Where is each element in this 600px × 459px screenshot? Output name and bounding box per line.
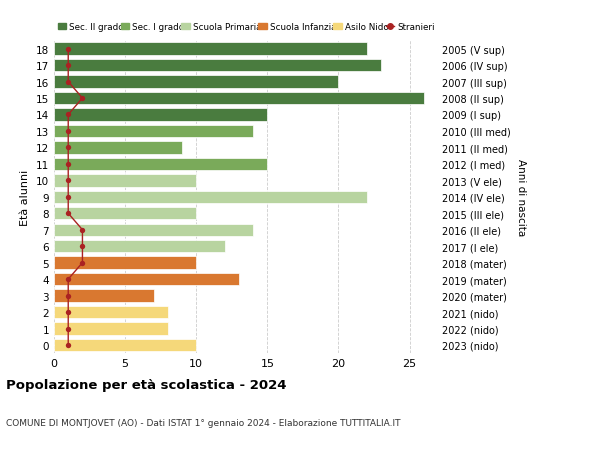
- Bar: [54, 76, 338, 89]
- Bar: [54, 191, 367, 203]
- Y-axis label: Anni di nascita: Anni di nascita: [517, 159, 526, 236]
- Y-axis label: Età alunni: Età alunni: [20, 169, 31, 225]
- Point: [77, 95, 87, 102]
- Bar: [54, 257, 196, 269]
- Point: [64, 128, 73, 135]
- Bar: [54, 93, 424, 105]
- Point: [64, 161, 73, 168]
- Point: [64, 292, 73, 300]
- Point: [77, 227, 87, 234]
- Bar: [54, 207, 196, 220]
- Bar: [54, 43, 367, 56]
- Bar: [54, 60, 381, 72]
- Bar: [54, 125, 253, 138]
- Point: [64, 341, 73, 349]
- Text: COMUNE DI MONTJOVET (AO) - Dati ISTAT 1° gennaio 2024 - Elaborazione TUTTITALIA.: COMUNE DI MONTJOVET (AO) - Dati ISTAT 1°…: [6, 418, 401, 427]
- Text: Popolazione per età scolastica - 2024: Popolazione per età scolastica - 2024: [6, 379, 287, 392]
- Bar: [54, 339, 196, 352]
- Bar: [54, 109, 268, 121]
- Point: [64, 112, 73, 119]
- Point: [64, 46, 73, 53]
- Point: [64, 194, 73, 201]
- Point: [64, 309, 73, 316]
- Point: [64, 177, 73, 185]
- Bar: [54, 290, 154, 302]
- Legend: Sec. II grado, Sec. I grado, Scuola Primaria, Scuola Infanzia, Asilo Nido, Stran: Sec. II grado, Sec. I grado, Scuola Prim…: [54, 19, 438, 35]
- Bar: [54, 158, 268, 171]
- Bar: [54, 323, 168, 335]
- Bar: [54, 224, 253, 236]
- Point: [64, 78, 73, 86]
- Point: [64, 276, 73, 283]
- Bar: [54, 175, 196, 187]
- Bar: [54, 274, 239, 285]
- Point: [64, 325, 73, 332]
- Bar: [54, 142, 182, 154]
- Point: [77, 243, 87, 250]
- Point: [64, 62, 73, 70]
- Bar: [54, 306, 168, 319]
- Point: [77, 259, 87, 267]
- Point: [64, 210, 73, 218]
- Point: [64, 145, 73, 152]
- Bar: [54, 241, 224, 253]
